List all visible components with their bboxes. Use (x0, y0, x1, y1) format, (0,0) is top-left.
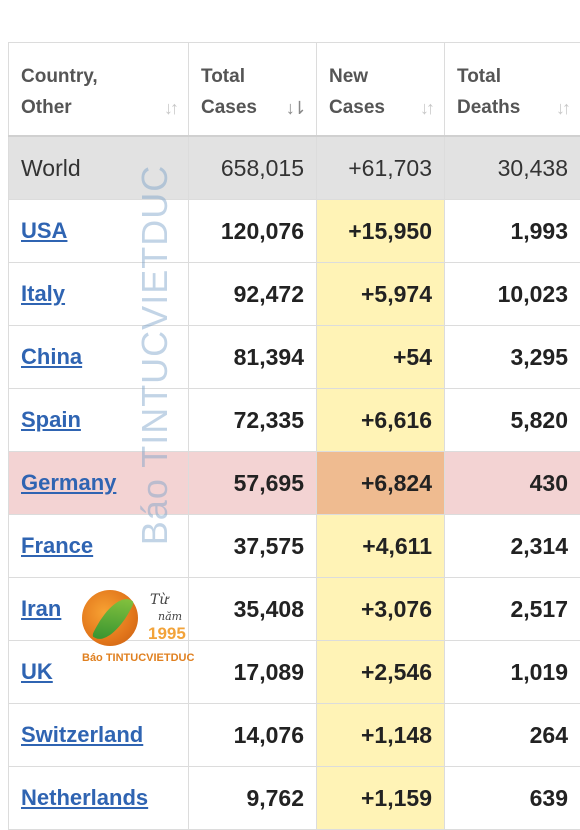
total-cases-cell: 37,575 (188, 515, 316, 577)
total-cases-cell: 35,408 (188, 578, 316, 640)
country-cell: China (8, 326, 188, 388)
country-cell: UK (8, 641, 188, 703)
total-deaths-cell: 264 (444, 704, 580, 766)
country-link[interactable]: UK (21, 659, 53, 684)
total-deaths-cell: 639 (444, 767, 580, 829)
total-cases-cell: 14,076 (188, 704, 316, 766)
table-row: Germany 57,695 +6,824 430 (8, 452, 580, 515)
total-deaths-cell: 2,314 (444, 515, 580, 577)
total-deaths-cell: 30,438 (444, 137, 580, 199)
new-cases-cell: +6,824 (316, 452, 444, 514)
brand-logo: Từ năm 1995 Báo TINTUCVIETDUC (80, 588, 200, 668)
country-cell: World (8, 137, 188, 199)
table-row: Switzerland 14,076 +1,148 264 (8, 704, 580, 767)
total-deaths-cell: 1,019 (444, 641, 580, 703)
total-deaths-cell: 430 (444, 452, 580, 514)
table-row: China 81,394 +54 3,295 (8, 326, 580, 389)
table-header: Country, Other ↓↑ Total Cases ↓⇂ New Cas… (8, 42, 580, 137)
sort-desc-icon[interactable]: ↓⇂ (285, 98, 307, 118)
column-header-country[interactable]: Country, Other ↓↑ (8, 43, 188, 135)
total-deaths-cell: 2,517 (444, 578, 580, 640)
total-deaths-cell: 1,993 (444, 200, 580, 262)
sort-icon[interactable]: ↓↑ (164, 98, 179, 118)
new-cases-cell: +3,076 (316, 578, 444, 640)
new-cases-cell: +54 (316, 326, 444, 388)
column-header-country-label: Country, Other (21, 66, 98, 118)
table-row: Netherlands 9,762 +1,159 639 (8, 767, 580, 830)
table-row: Italy 92,472 +5,974 10,023 (8, 263, 580, 326)
total-deaths-cell: 10,023 (444, 263, 580, 325)
country-link[interactable]: France (21, 533, 94, 558)
logo-tu-text: Từ (150, 592, 169, 608)
world-total-row: World 658,015 +61,703 30,438 (8, 137, 580, 200)
column-header-total-deaths[interactable]: Total Deaths ↓↑ (444, 43, 580, 135)
table-row: USA 120,076 +15,950 1,993 (8, 200, 580, 263)
country-rows: USA 120,076 +15,950 1,993 Italy 92,472 +5,974 1… (8, 200, 580, 830)
total-deaths-cell: 5,820 (444, 389, 580, 451)
country-cell: Netherlands (8, 767, 188, 829)
logo-year: 1995 (148, 624, 186, 643)
total-cases-cell: 72,335 (188, 389, 316, 451)
new-cases-cell: +5,974 (316, 263, 444, 325)
table-row: France 37,575 +4,611 2,314 (8, 515, 580, 578)
column-header-new-cases[interactable]: New Cases ↓↑ (316, 43, 444, 135)
country-link[interactable]: Iran (21, 596, 62, 621)
total-cases-cell: 658,015 (188, 137, 316, 199)
logo-brand-text: Báo TINTUCVIETDUC (82, 652, 195, 664)
column-header-total-deaths-label: Total Deaths (457, 66, 521, 118)
country-cell: France (8, 515, 188, 577)
sort-icon[interactable]: ↓↑ (420, 98, 435, 118)
country-cell: Spain (8, 389, 188, 451)
total-cases-cell: 92,472 (188, 263, 316, 325)
new-cases-cell: +15,950 (316, 200, 444, 262)
new-cases-cell: +61,703 (316, 137, 444, 199)
country-cell: Switzerland (8, 704, 188, 766)
country-cell: Germany (8, 452, 188, 514)
total-deaths-cell: 3,295 (444, 326, 580, 388)
column-header-total-cases-label: Total Cases (201, 66, 257, 118)
country-link[interactable]: USA (21, 218, 68, 243)
country-link[interactable]: Switzerland (21, 722, 144, 747)
table-row: Iran 35,408 +3,076 2,517 (8, 578, 580, 641)
country-link[interactable]: Italy (21, 281, 66, 306)
watermark: Báo TINTUCVIETDUC (134, 140, 175, 570)
column-header-total-cases[interactable]: Total Cases ↓⇂ (188, 43, 316, 135)
total-cases-cell: 9,762 (188, 767, 316, 829)
column-header-new-cases-label: New Cases (329, 66, 385, 118)
country-link[interactable]: Germany (21, 470, 117, 495)
new-cases-cell: +1,148 (316, 704, 444, 766)
country-link[interactable]: Netherlands (21, 785, 149, 810)
table-row: Spain 72,335 +6,616 5,820 (8, 389, 580, 452)
watermark-text: Báo TINTUCVIETDUC (134, 164, 175, 546)
new-cases-cell: +1,159 (316, 767, 444, 829)
new-cases-cell: +6,616 (316, 389, 444, 451)
sort-icon[interactable]: ↓↑ (556, 98, 571, 118)
logo-nam-text: năm (158, 610, 183, 623)
country-link[interactable]: Spain (21, 407, 81, 432)
country-cell: USA (8, 200, 188, 262)
country-link[interactable]: China (21, 344, 83, 369)
covid-cases-table: Country, Other ↓↑ Total Cases ↓⇂ New Cas… (8, 42, 580, 830)
new-cases-cell: +2,546 (316, 641, 444, 703)
total-cases-cell: 81,394 (188, 326, 316, 388)
total-cases-cell: 120,076 (188, 200, 316, 262)
country-cell: Iran (8, 578, 188, 640)
total-cases-cell: 17,089 (188, 641, 316, 703)
total-cases-cell: 57,695 (188, 452, 316, 514)
new-cases-cell: +4,611 (316, 515, 444, 577)
country-cell: Italy (8, 263, 188, 325)
table-row: UK 17,089 +2,546 1,019 (8, 641, 580, 704)
